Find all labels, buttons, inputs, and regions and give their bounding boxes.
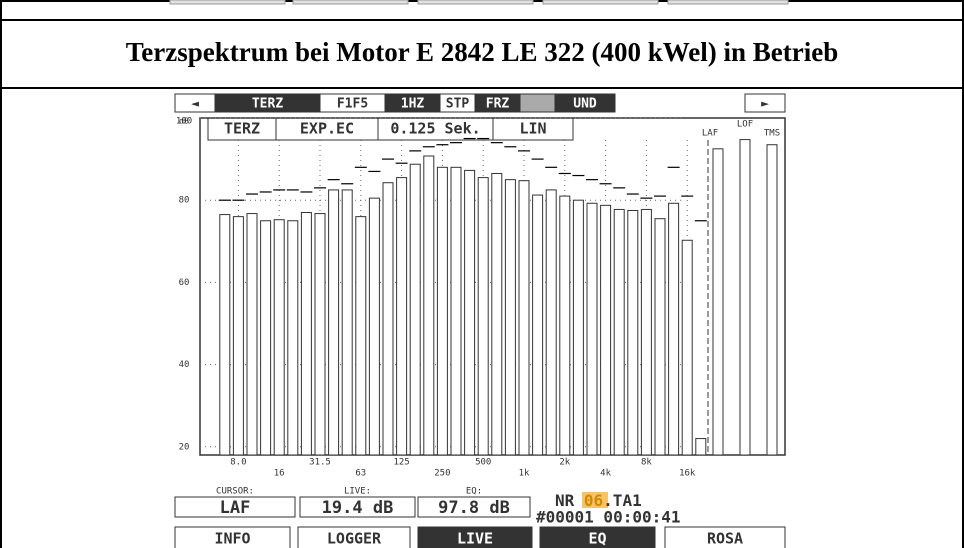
bar bbox=[519, 181, 529, 455]
bar bbox=[641, 209, 651, 455]
x-tick-label: 125 bbox=[393, 458, 409, 468]
x-tick-label: 250 bbox=[434, 469, 450, 479]
bar bbox=[628, 210, 638, 455]
bar bbox=[465, 170, 475, 455]
grey-patch bbox=[520, 94, 555, 112]
bar bbox=[410, 164, 420, 455]
bar bbox=[383, 183, 393, 455]
x-tick-label: 500 bbox=[475, 458, 491, 468]
x-tick-label: 4k bbox=[600, 469, 611, 479]
status-caption: EQ: bbox=[466, 487, 482, 497]
y-tick-label: 100 bbox=[176, 117, 192, 127]
bar bbox=[424, 156, 434, 455]
bar bbox=[682, 240, 692, 455]
bar bbox=[437, 167, 447, 455]
bar bbox=[614, 209, 624, 455]
bar bbox=[451, 167, 461, 455]
status-caption: LIVE: bbox=[344, 487, 371, 497]
soft-button-label: INFO bbox=[214, 530, 250, 548]
bar bbox=[655, 219, 665, 455]
overall-label: LOF bbox=[737, 120, 753, 130]
setting: LIN bbox=[519, 120, 546, 138]
y-tick-label: 60 bbox=[179, 278, 190, 288]
bar bbox=[546, 190, 556, 455]
bar bbox=[573, 200, 583, 455]
bar bbox=[233, 217, 243, 455]
soft-button-label: LIVE bbox=[457, 530, 493, 548]
toolbar-label: ◄ bbox=[191, 97, 199, 112]
bar bbox=[301, 213, 311, 455]
bar bbox=[356, 217, 366, 455]
bar bbox=[587, 203, 597, 455]
x-tick-label: 16 bbox=[274, 469, 285, 479]
soft-button-label: LOGGER bbox=[327, 530, 382, 548]
toolbar-label: FRZ bbox=[486, 97, 510, 112]
bar bbox=[560, 196, 570, 455]
bar bbox=[492, 173, 502, 455]
bar bbox=[288, 221, 298, 455]
bar bbox=[369, 198, 379, 455]
toolbar-label: STP bbox=[446, 97, 470, 112]
setting: TERZ bbox=[224, 120, 260, 138]
overall-label: TMS bbox=[764, 129, 780, 139]
y-tick-label: 80 bbox=[179, 196, 190, 206]
x-tick-label: 16k bbox=[679, 469, 696, 479]
status-value: 19.4 dB bbox=[322, 498, 394, 518]
record: #00001 00:00:41 bbox=[536, 508, 681, 527]
status-caption: CURSOR: bbox=[216, 487, 254, 497]
toolbar-label: UND bbox=[573, 97, 597, 112]
bar bbox=[315, 214, 325, 455]
bar bbox=[247, 214, 257, 455]
status-value: 97.8 dB bbox=[438, 498, 510, 518]
bar bbox=[397, 178, 407, 455]
x-tick-label: 8.0 bbox=[230, 458, 246, 468]
y-tick-label: 40 bbox=[179, 360, 190, 370]
x-tick-label: 63 bbox=[355, 469, 366, 479]
cut-buttons bbox=[170, 0, 788, 4]
title: Terzspektrum bei Motor E 2842 LE 322 (40… bbox=[126, 37, 838, 67]
overall-bar bbox=[740, 140, 750, 455]
bar bbox=[533, 195, 543, 455]
toolbar-label: TERZ bbox=[252, 97, 283, 112]
setting: EXP.EC bbox=[300, 120, 354, 138]
overall-bar bbox=[713, 149, 723, 455]
soft-button-label: EQ bbox=[588, 530, 606, 548]
x-tick-label: 2k bbox=[559, 458, 570, 468]
bar bbox=[220, 215, 230, 455]
overall-label: LAF bbox=[702, 129, 718, 139]
bar bbox=[478, 178, 488, 455]
bar bbox=[601, 205, 611, 455]
soft-button-label: ROSA bbox=[707, 530, 743, 548]
toolbar-label: F1F5 bbox=[337, 97, 368, 112]
bar bbox=[696, 439, 706, 455]
bar bbox=[261, 221, 271, 455]
x-tick-label: 31.5 bbox=[309, 458, 331, 468]
toolbar-label: ► bbox=[761, 97, 769, 112]
bar bbox=[329, 190, 339, 455]
status-value: LAF bbox=[220, 498, 251, 518]
setting: 0.125 Sek. bbox=[390, 120, 480, 138]
bar bbox=[274, 220, 284, 455]
toolbar-label: 1HZ bbox=[401, 97, 425, 112]
x-tick-label: 8k bbox=[641, 458, 652, 468]
y-tick-label: 20 bbox=[179, 442, 190, 452]
x-tick-label: 1k bbox=[519, 469, 530, 479]
bar bbox=[505, 180, 515, 455]
page: Terzspektrum bei Motor E 2842 LE 322 (40… bbox=[0, 0, 964, 548]
bar bbox=[342, 190, 352, 455]
bar bbox=[669, 203, 679, 455]
overall-bar bbox=[767, 145, 777, 455]
